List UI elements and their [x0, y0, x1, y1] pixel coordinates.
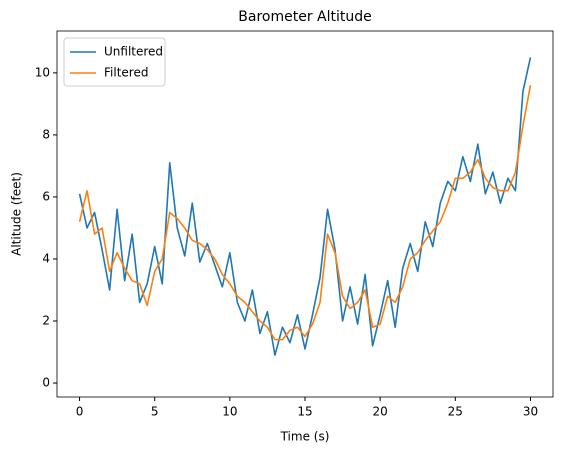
- x-tick-label: 20: [373, 405, 388, 419]
- plot-frame: [56, 30, 554, 398]
- x-tick-label: 15: [297, 405, 312, 419]
- legend-label: Filtered: [104, 66, 148, 80]
- x-tick-label: 10: [222, 405, 237, 419]
- line-series: [78, 57, 532, 356]
- x-axis-label: Time (s): [280, 430, 330, 444]
- x-tick-label: 25: [448, 405, 463, 419]
- x-tick-label: 0: [76, 405, 84, 419]
- y-tick-label: 6: [42, 189, 50, 203]
- x-tick-label: 5: [151, 405, 159, 419]
- x-tick-label: 30: [523, 405, 538, 419]
- legend-box: [63, 37, 166, 87]
- y-tick-label: 10: [35, 65, 50, 79]
- chart-title: Barometer Altitude: [238, 9, 371, 25]
- legend-label: Unfiltered: [104, 45, 163, 59]
- y-axis-label: Altitude (feet): [10, 172, 24, 256]
- y-tick-label: 4: [42, 251, 50, 265]
- y-tick-label: 0: [42, 376, 50, 390]
- y-tick-label: 8: [42, 127, 50, 141]
- line-series: [78, 85, 532, 341]
- y-tick-label: 2: [42, 314, 50, 328]
